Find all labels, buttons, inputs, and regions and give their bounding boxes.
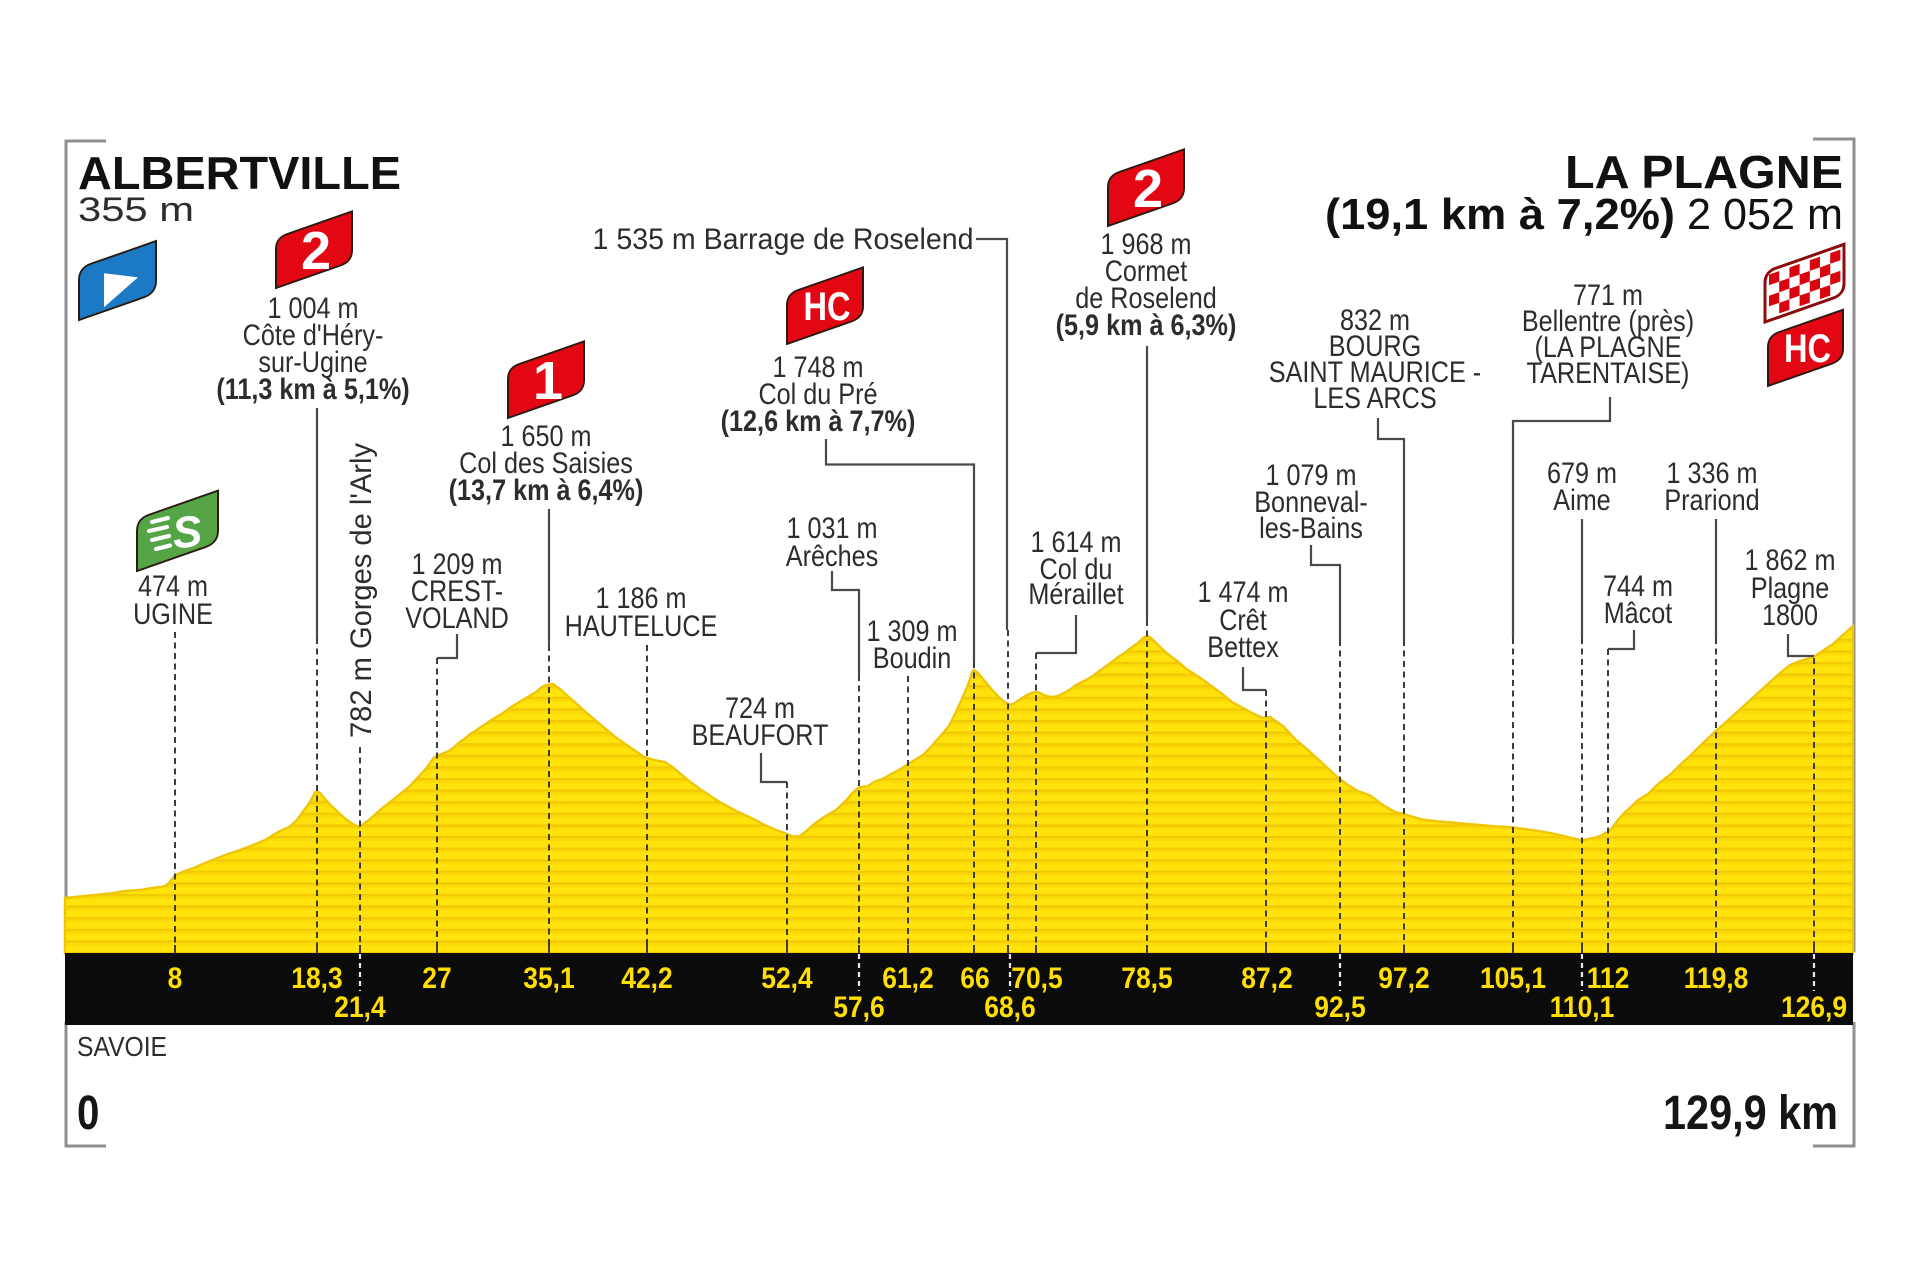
svg-text:21,4: 21,4 bbox=[334, 991, 386, 1024]
svg-text:1 862 m: 1 862 m bbox=[1745, 544, 1836, 577]
svg-text:97,2: 97,2 bbox=[1378, 962, 1429, 995]
svg-text:92,5: 92,5 bbox=[1314, 991, 1365, 1024]
svg-text:771 m: 771 m bbox=[1573, 279, 1643, 312]
svg-text:ALBERTVILLE: ALBERTVILLE bbox=[78, 147, 401, 199]
svg-text:57,6: 57,6 bbox=[833, 991, 884, 1024]
svg-text:BEAUFORT: BEAUFORT bbox=[692, 719, 829, 752]
svg-text:8: 8 bbox=[168, 962, 183, 995]
svg-text:HAUTELUCE: HAUTELUCE bbox=[565, 610, 718, 643]
svg-text:355 m: 355 m bbox=[78, 191, 194, 229]
svg-text:SAINT MAURICE -: SAINT MAURICE - bbox=[1269, 356, 1481, 389]
svg-text:VOLAND: VOLAND bbox=[405, 602, 509, 635]
svg-text:Plagne: Plagne bbox=[1751, 572, 1830, 605]
svg-text:Bettex: Bettex bbox=[1207, 631, 1278, 664]
svg-text:UGINE: UGINE bbox=[133, 598, 213, 631]
svg-text:1 748 m: 1 748 m bbox=[773, 351, 864, 384]
svg-text:724 m: 724 m bbox=[725, 692, 795, 725]
svg-text:Prariond: Prariond bbox=[1664, 484, 1759, 517]
svg-text:Arêches: Arêches bbox=[786, 540, 879, 573]
svg-text:68,6: 68,6 bbox=[984, 991, 1035, 1024]
svg-text:1 614 m: 1 614 m bbox=[1031, 526, 1122, 559]
svg-text:1 309 m: 1 309 m bbox=[867, 615, 958, 648]
svg-text:1 968 m: 1 968 m bbox=[1101, 228, 1192, 261]
svg-text:TARENTAISE): TARENTAISE) bbox=[1527, 357, 1690, 390]
svg-text:2: 2 bbox=[1133, 159, 1163, 219]
svg-text:35,1: 35,1 bbox=[523, 962, 574, 995]
svg-text:(12,6 km à 7,7%): (12,6 km à 7,7%) bbox=[721, 405, 916, 438]
svg-text:110,1: 110,1 bbox=[1550, 991, 1615, 1024]
svg-text:1 004 m: 1 004 m bbox=[268, 292, 359, 325]
svg-text:18,3: 18,3 bbox=[291, 962, 342, 995]
svg-text:112: 112 bbox=[1587, 962, 1630, 995]
svg-text:1800: 1800 bbox=[1762, 599, 1818, 632]
svg-text:(LA PLAGNE: (LA PLAGNE bbox=[1534, 331, 1681, 364]
svg-text:42,2: 42,2 bbox=[621, 962, 672, 995]
svg-text:(19,1 km à 7,2%) 2 052 m: (19,1 km à 7,2%) 2 052 m bbox=[1325, 190, 1843, 239]
svg-text:129,9 km: 129,9 km bbox=[1663, 1087, 1838, 1140]
svg-text:1 650 m: 1 650 m bbox=[501, 420, 592, 453]
svg-text:CREST-: CREST- bbox=[411, 575, 503, 608]
svg-text:744 m: 744 m bbox=[1603, 570, 1673, 603]
svg-text:1 186 m: 1 186 m bbox=[596, 582, 687, 615]
svg-text:Col du: Col du bbox=[1040, 553, 1113, 586]
svg-text:Méraillet: Méraillet bbox=[1028, 578, 1124, 611]
svg-text:sur-Ugine: sur-Ugine bbox=[258, 346, 367, 379]
svg-text:105,1: 105,1 bbox=[1480, 962, 1546, 995]
svg-text:782 m Gorges de l'Arly: 782 m Gorges de l'Arly bbox=[345, 443, 378, 738]
svg-text:LES ARCS: LES ARCS bbox=[1313, 382, 1436, 415]
svg-text:832 m: 832 m bbox=[1340, 304, 1410, 337]
svg-text:(13,7 km à 6,4%): (13,7 km à 6,4%) bbox=[449, 474, 644, 507]
svg-text:1: 1 bbox=[533, 351, 563, 411]
svg-text:Aime: Aime bbox=[1553, 484, 1610, 517]
svg-text:126,9: 126,9 bbox=[1781, 991, 1847, 1024]
svg-text:1 474 m: 1 474 m bbox=[1198, 576, 1289, 609]
svg-text:Côte d'Héry-: Côte d'Héry- bbox=[243, 319, 384, 352]
svg-text:61,2: 61,2 bbox=[882, 962, 933, 995]
svg-text:Mâcot: Mâcot bbox=[1604, 597, 1673, 630]
svg-text:Crêt: Crêt bbox=[1219, 604, 1267, 637]
svg-text:Col du Pré: Col du Pré bbox=[758, 378, 877, 411]
svg-text:1 031 m: 1 031 m bbox=[787, 512, 878, 545]
svg-text:1 079 m: 1 079 m bbox=[1266, 459, 1357, 492]
svg-text:66: 66 bbox=[960, 962, 989, 995]
svg-text:(5,9 km à 6,3%): (5,9 km à 6,3%) bbox=[1056, 309, 1237, 342]
svg-text:Cormet: Cormet bbox=[1105, 255, 1188, 288]
svg-text:SAVOIE: SAVOIE bbox=[77, 1031, 167, 1062]
svg-text:1 535 m Barrage de Roselend: 1 535 m Barrage de Roselend bbox=[593, 223, 974, 256]
svg-text:78,5: 78,5 bbox=[1121, 962, 1172, 995]
svg-text:87,2: 87,2 bbox=[1241, 962, 1292, 995]
svg-text:Bonneval-: Bonneval- bbox=[1254, 486, 1368, 519]
svg-text:Boudin: Boudin bbox=[873, 642, 952, 675]
svg-text:les-Bains: les-Bains bbox=[1259, 512, 1363, 545]
svg-text:679 m: 679 m bbox=[1547, 457, 1617, 490]
svg-text:0: 0 bbox=[77, 1087, 99, 1140]
svg-text:1 209 m: 1 209 m bbox=[412, 548, 503, 581]
svg-text:1 336 m: 1 336 m bbox=[1667, 457, 1758, 490]
svg-text:Bellentre (près): Bellentre (près) bbox=[1522, 305, 1694, 338]
svg-text:LA PLAGNE: LA PLAGNE bbox=[1565, 146, 1843, 198]
svg-text:52,4: 52,4 bbox=[761, 962, 813, 995]
svg-text:474 m: 474 m bbox=[138, 570, 208, 603]
svg-text:HC: HC bbox=[804, 285, 851, 329]
svg-text:HC: HC bbox=[1784, 327, 1831, 371]
svg-text:(11,3 km à 5,1%): (11,3 km à 5,1%) bbox=[216, 373, 409, 406]
svg-text:2: 2 bbox=[301, 221, 331, 281]
svg-text:27: 27 bbox=[422, 962, 451, 995]
svg-text:S: S bbox=[170, 507, 204, 559]
svg-text:de Roselend: de Roselend bbox=[1075, 282, 1217, 315]
svg-text:70,5: 70,5 bbox=[1011, 962, 1062, 995]
svg-text:119,8: 119,8 bbox=[1684, 962, 1749, 995]
svg-text:BOURG: BOURG bbox=[1329, 330, 1421, 363]
svg-text:Col des Saisies: Col des Saisies bbox=[459, 447, 633, 480]
